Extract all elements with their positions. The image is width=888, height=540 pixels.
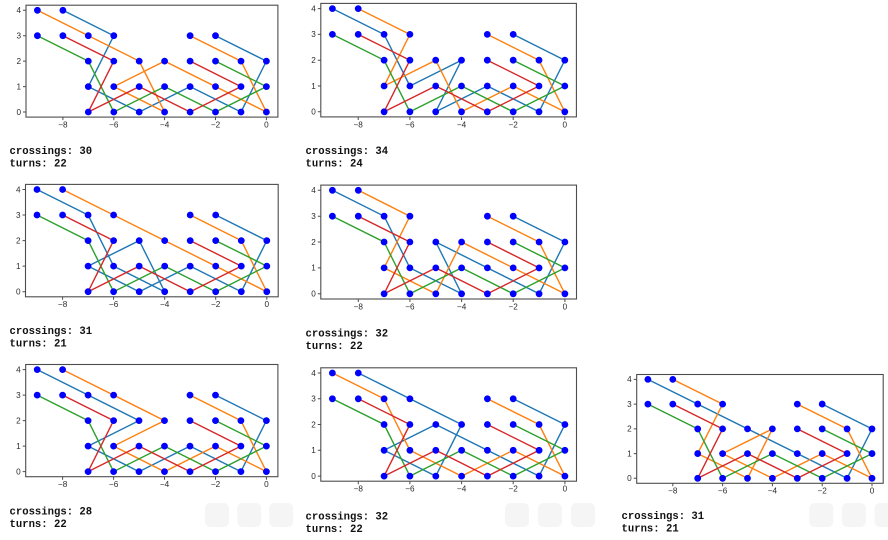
svg-text:3: 3 [16, 32, 21, 41]
svg-text:−2: −2 [509, 485, 519, 494]
svg-text:crossings: 31: crossings: 31 [10, 326, 93, 338]
svg-text:0: 0 [563, 302, 568, 311]
svg-text:0: 0 [311, 290, 316, 299]
svg-text:2: 2 [311, 56, 316, 65]
svg-text:0: 0 [870, 487, 875, 496]
svg-text:3: 3 [311, 212, 316, 221]
svg-text:1: 1 [16, 442, 21, 451]
svg-text:−2: −2 [818, 487, 828, 496]
svg-text:−4: −4 [160, 300, 170, 309]
svg-text:4: 4 [16, 185, 21, 194]
svg-text:0: 0 [16, 108, 21, 117]
svg-text:crossings: 31: crossings: 31 [622, 511, 705, 523]
svg-text:−4: −4 [768, 487, 778, 496]
svg-text:4: 4 [16, 365, 21, 374]
svg-text:−2: −2 [211, 300, 221, 309]
svg-text:turns: 22: turns: 22 [306, 341, 363, 353]
svg-text:turns: 24: turns: 24 [306, 159, 364, 171]
svg-text:turns: 22: turns: 22 [10, 159, 67, 171]
svg-text:−4: −4 [457, 120, 467, 129]
svg-text:0: 0 [264, 121, 269, 130]
svg-text:−8: −8 [354, 302, 364, 311]
svg-text:4: 4 [311, 186, 316, 195]
svg-text:−8: −8 [58, 480, 68, 489]
svg-text:1: 1 [16, 262, 21, 271]
svg-text:1: 1 [311, 264, 316, 273]
svg-text:1: 1 [311, 446, 316, 455]
svg-text:crossings: 34: crossings: 34 [306, 146, 389, 158]
svg-text:0: 0 [627, 474, 632, 483]
svg-text:3: 3 [16, 391, 21, 400]
svg-text:−2: −2 [509, 302, 519, 311]
svg-text:1: 1 [627, 449, 632, 458]
svg-text:−2: −2 [211, 480, 221, 489]
svg-text:0: 0 [264, 480, 269, 489]
svg-text:3: 3 [627, 400, 632, 409]
svg-text:0: 0 [16, 467, 21, 476]
svg-text:−2: −2 [211, 121, 221, 130]
svg-text:−4: −4 [457, 485, 467, 494]
svg-text:−8: −8 [58, 121, 68, 130]
svg-text:−6: −6 [405, 120, 415, 129]
svg-text:3: 3 [311, 395, 316, 404]
svg-text:−8: −8 [354, 485, 364, 494]
svg-text:−2: −2 [509, 120, 519, 129]
svg-text:turns: 22: turns: 22 [306, 524, 363, 535]
svg-text:0: 0 [311, 472, 316, 481]
svg-text:−6: −6 [718, 487, 728, 496]
svg-text:1: 1 [311, 82, 316, 91]
svg-text:crossings: 32: crossings: 32 [306, 511, 389, 523]
svg-text:0: 0 [311, 108, 316, 117]
svg-text:3: 3 [311, 30, 316, 39]
svg-text:2: 2 [311, 238, 316, 247]
svg-text:crossings: 32: crossings: 32 [306, 329, 389, 341]
svg-text:−8: −8 [668, 487, 678, 496]
svg-text:−6: −6 [109, 121, 119, 130]
svg-text:turns: 21: turns: 21 [622, 524, 679, 535]
svg-text:4: 4 [16, 6, 21, 15]
svg-text:turns: 21: turns: 21 [10, 338, 67, 350]
svg-text:2: 2 [311, 420, 316, 429]
svg-text:2: 2 [16, 236, 21, 245]
svg-text:−6: −6 [109, 480, 119, 489]
svg-text:4: 4 [311, 4, 316, 13]
svg-text:crossings: 28: crossings: 28 [10, 506, 93, 518]
svg-text:−4: −4 [160, 480, 170, 489]
svg-text:−8: −8 [58, 300, 68, 309]
svg-text:0: 0 [563, 485, 568, 494]
svg-text:0: 0 [563, 120, 568, 129]
svg-text:0: 0 [265, 300, 270, 309]
svg-text:−8: −8 [354, 120, 364, 129]
svg-text:4: 4 [627, 375, 632, 384]
svg-text:2: 2 [16, 57, 21, 66]
svg-text:−6: −6 [109, 300, 119, 309]
svg-text:1: 1 [16, 82, 21, 91]
svg-text:−4: −4 [160, 121, 170, 130]
svg-text:4: 4 [311, 369, 316, 378]
svg-text:−6: −6 [405, 485, 415, 494]
svg-text:turns: 22: turns: 22 [10, 519, 67, 531]
svg-text:3: 3 [16, 211, 21, 220]
svg-text:crossings: 30: crossings: 30 [10, 146, 93, 158]
svg-text:2: 2 [627, 425, 632, 434]
svg-text:0: 0 [16, 288, 21, 297]
svg-text:−6: −6 [405, 302, 415, 311]
svg-text:−4: −4 [457, 302, 467, 311]
svg-text:2: 2 [16, 416, 21, 425]
